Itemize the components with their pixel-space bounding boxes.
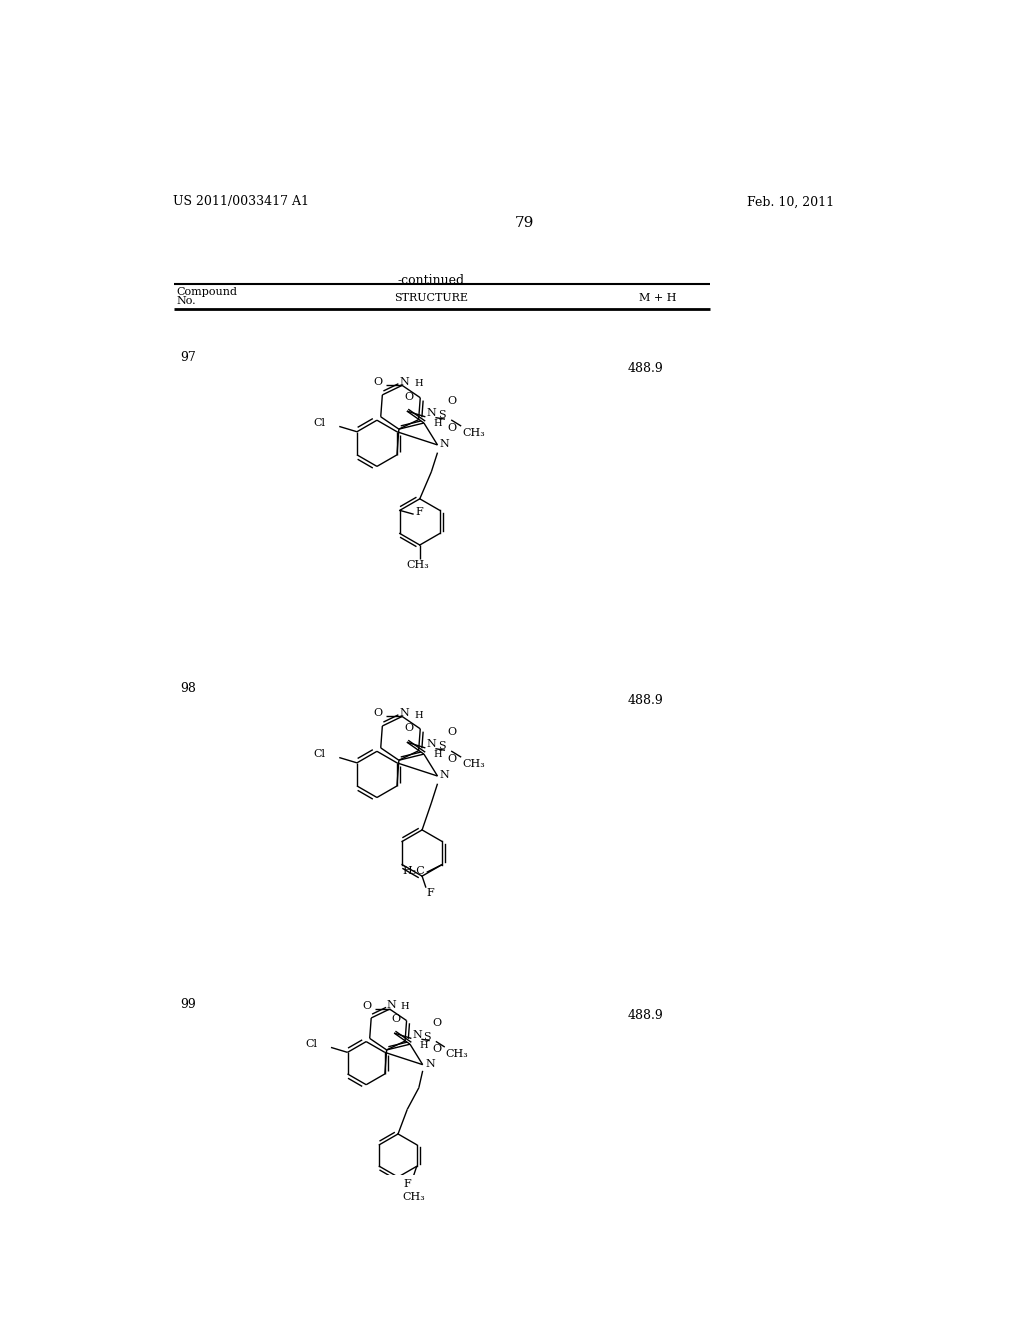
Text: O: O	[403, 723, 413, 733]
Text: S: S	[438, 742, 445, 751]
Text: 97: 97	[180, 351, 197, 364]
Text: H: H	[433, 420, 441, 428]
Text: O: O	[447, 754, 457, 764]
Text: CH₃: CH₃	[462, 428, 484, 438]
Text: F: F	[415, 507, 423, 517]
Text: No.: No.	[177, 296, 197, 306]
Text: N: N	[425, 1059, 435, 1069]
Text: O: O	[432, 1044, 441, 1055]
Text: S: S	[438, 411, 445, 420]
Text: US 2011/0033417 A1: US 2011/0033417 A1	[173, 195, 309, 209]
Text: N: N	[440, 771, 450, 780]
Text: O: O	[447, 727, 457, 737]
Text: H: H	[414, 710, 423, 719]
Text: CH₃: CH₃	[462, 759, 484, 768]
Text: Cl: Cl	[313, 417, 326, 428]
Text: H: H	[433, 750, 441, 759]
Text: F: F	[403, 1179, 412, 1188]
Text: M + H: M + H	[639, 293, 676, 304]
Text: -continued: -continued	[397, 275, 465, 286]
Text: O: O	[374, 378, 383, 387]
Text: 99: 99	[180, 998, 197, 1011]
Text: O: O	[374, 709, 383, 718]
Text: N: N	[440, 440, 450, 449]
Text: H: H	[400, 1002, 409, 1011]
Text: O: O	[391, 1014, 400, 1024]
Text: Cl: Cl	[313, 748, 326, 759]
Text: N: N	[426, 408, 436, 418]
Text: H₃C: H₃C	[402, 866, 425, 875]
Text: H: H	[414, 379, 423, 388]
Text: N: N	[399, 378, 410, 387]
Text: STRUCTURE: STRUCTURE	[394, 293, 468, 304]
Text: O: O	[432, 1018, 441, 1027]
Text: Feb. 10, 2011: Feb. 10, 2011	[746, 195, 834, 209]
Text: CH₃: CH₃	[407, 561, 430, 570]
Text: 488.9: 488.9	[628, 1010, 663, 1022]
Text: CH₃: CH₃	[445, 1048, 468, 1059]
Text: H: H	[419, 1040, 428, 1049]
Text: O: O	[447, 396, 457, 407]
Text: F: F	[426, 888, 434, 899]
Text: 488.9: 488.9	[628, 693, 663, 706]
Text: 488.9: 488.9	[628, 363, 663, 375]
Text: N: N	[426, 739, 436, 748]
Text: N: N	[412, 1030, 422, 1040]
Text: CH₃: CH₃	[401, 1192, 425, 1201]
Text: Cl: Cl	[305, 1039, 317, 1048]
Text: O: O	[403, 392, 413, 401]
Text: N: N	[386, 999, 396, 1010]
Text: S: S	[423, 1032, 430, 1041]
Text: O: O	[447, 422, 457, 433]
Text: 98: 98	[180, 682, 197, 696]
Text: N: N	[399, 708, 410, 718]
Text: Compound: Compound	[177, 286, 238, 297]
Text: 79: 79	[515, 216, 535, 230]
Text: O: O	[362, 1001, 372, 1011]
